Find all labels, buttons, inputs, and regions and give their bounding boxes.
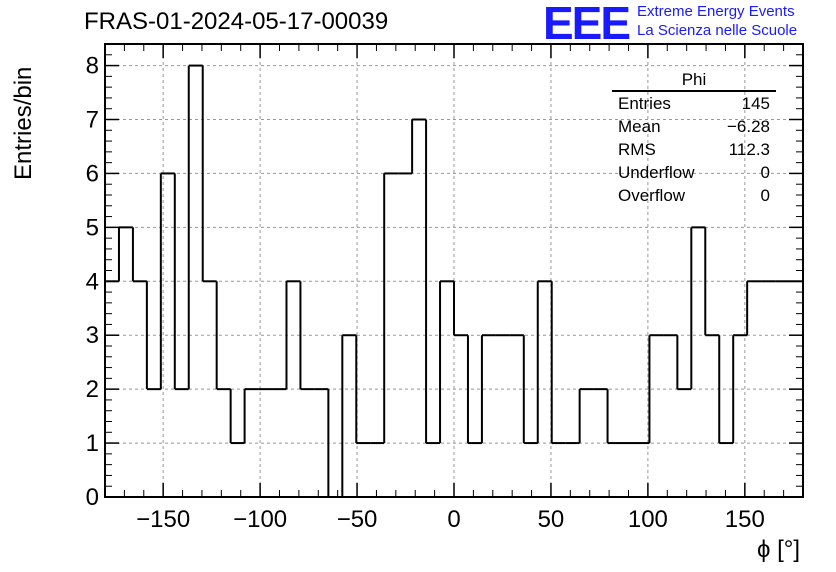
stats-label: Overflow xyxy=(618,186,686,205)
x-tick-label: 50 xyxy=(538,506,565,533)
logo-line-1: Extreme Energy Events xyxy=(637,3,795,20)
stats-value: 0 xyxy=(760,163,770,182)
y-tick-label: 2 xyxy=(86,376,99,403)
stats-row-overflow: Overflow 0 xyxy=(612,184,776,207)
stats-value: 0 xyxy=(760,186,770,205)
stats-row-entries: Entries 145 xyxy=(612,92,776,115)
histogram-bars xyxy=(104,64,804,498)
x-tick-label: 100 xyxy=(628,506,668,533)
stats-value: −6.28 xyxy=(726,117,770,136)
y-tick-label: 0 xyxy=(86,484,99,511)
y-axis-label: Entries/bin xyxy=(10,66,37,180)
y-tick-label: 6 xyxy=(86,160,99,187)
stats-title: Phi xyxy=(612,70,776,92)
x-tick-label: −100 xyxy=(233,506,287,533)
x-axis-label: ϕ [°] xyxy=(756,536,800,563)
stats-row-underflow: Underflow 0 xyxy=(612,161,776,184)
stats-value: 112.3 xyxy=(728,140,770,159)
stats-label: RMS xyxy=(618,140,656,159)
chart-title: FRAS-01-2024-05-17-00039 xyxy=(84,8,389,35)
y-tick-label: 5 xyxy=(86,214,99,241)
stats-row-mean: Mean −6.28 xyxy=(612,115,776,138)
y-tick-label: 8 xyxy=(86,53,99,80)
eee-logo: EEE xyxy=(543,0,631,49)
stats-label: Entries xyxy=(618,94,671,113)
x-tick-label: −50 xyxy=(337,506,378,533)
axis-ticks xyxy=(105,43,803,498)
y-tick-label: 3 xyxy=(86,322,99,349)
tick-labels: −150 −100 −50 0 50 100 150 0 1 2 3 4 5 6 7 8 xyxy=(86,53,765,533)
x-tick-label: −150 xyxy=(136,506,190,533)
x-tick-label: 0 xyxy=(447,506,460,533)
y-tick-label: 7 xyxy=(86,107,99,134)
y-tick-label: 1 xyxy=(86,430,99,457)
stats-box: Phi Entries 145 Mean −6.28 RMS 112.3 Und… xyxy=(612,70,776,207)
y-tick-label: 4 xyxy=(86,268,99,295)
stats-value: 145 xyxy=(741,94,770,113)
x-tick-label: 150 xyxy=(725,506,765,533)
logo-line-2: La Scienza nelle Scuole xyxy=(637,22,798,39)
stats-label: Underflow xyxy=(618,163,695,182)
stats-row-rms: RMS 112.3 xyxy=(612,138,776,161)
stats-label: Mean xyxy=(618,117,661,136)
